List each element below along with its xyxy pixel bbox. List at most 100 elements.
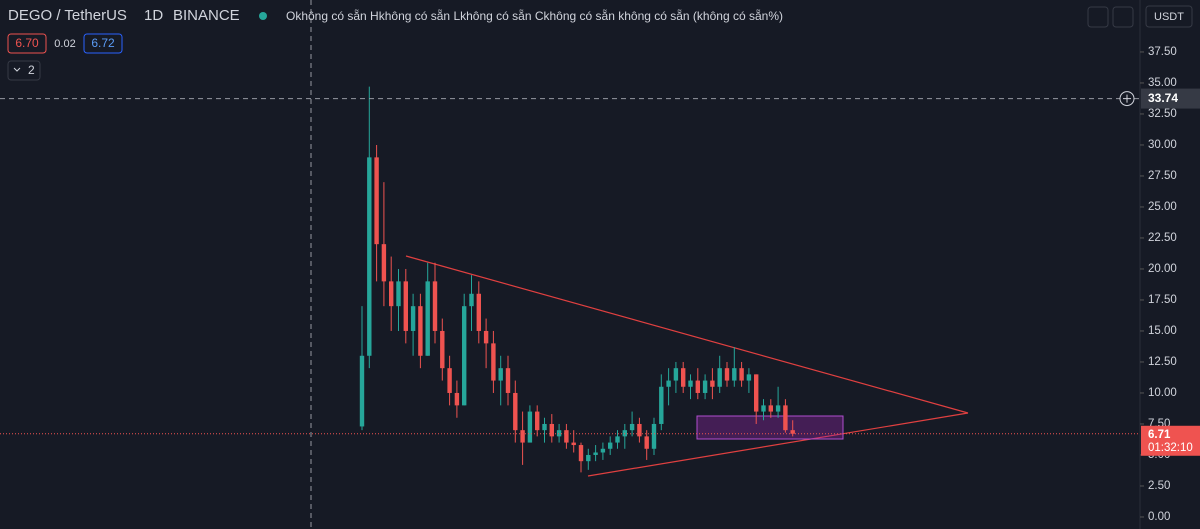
y-tick-label: 32.50	[1148, 108, 1177, 120]
buy-price: 6.72	[91, 36, 115, 50]
y-tick-label: 12.50	[1148, 356, 1177, 368]
candle-body	[615, 436, 620, 443]
candle-body	[732, 368, 737, 381]
candle-body	[454, 392, 460, 406]
y-tick-label: 10.00	[1148, 387, 1177, 399]
trend-line	[587, 412, 969, 477]
candle-body	[389, 281, 394, 307]
candle-body	[644, 436, 649, 449]
candle-body	[440, 330, 445, 369]
candle-body	[761, 405, 766, 412]
y-tick-label: 25.00	[1148, 201, 1177, 213]
candle-body	[469, 293, 474, 307]
candle-body	[418, 306, 423, 356]
candle-body	[739, 368, 744, 381]
candle-body	[600, 448, 606, 453]
candle-body	[593, 452, 598, 455]
zone-rect	[696, 415, 844, 440]
plus	[1123, 94, 1131, 103]
candle-body	[681, 368, 686, 387]
drawings	[359, 86, 969, 477]
candle-body	[608, 442, 613, 449]
candle-body	[710, 380, 715, 387]
indicator-toggle[interactable]	[7, 60, 41, 81]
indicator-count: 2	[28, 63, 35, 77]
trend-line	[405, 255, 969, 414]
candle-body	[673, 368, 679, 381]
crosshair-label-bg	[1141, 88, 1200, 109]
candle-body	[586, 454, 591, 462]
candle-body	[535, 411, 540, 431]
candle-body	[790, 430, 795, 434]
y-tick-label: 15.00	[1148, 325, 1177, 337]
countdown: 01:32:10	[1148, 442, 1193, 454]
candle-body	[359, 355, 365, 427]
y-tick-label: 20.00	[1148, 263, 1177, 275]
sell-price: 6.70	[15, 36, 39, 50]
crosshair-label: 33.74	[1148, 91, 1178, 105]
candle-body	[702, 380, 708, 393]
candle-body	[374, 157, 379, 245]
sell-box[interactable]	[7, 33, 47, 54]
candle-body	[476, 293, 481, 331]
candle-body	[367, 157, 372, 356]
candle-body	[549, 423, 554, 437]
y-tick-label: 2.50	[1148, 480, 1170, 492]
candle-body	[666, 380, 671, 387]
interval: 1D	[144, 7, 163, 24]
currency: USDT	[1154, 11, 1184, 23]
y-tick-label: 35.00	[1148, 77, 1177, 89]
chevron	[13, 67, 21, 72]
candle-body	[462, 306, 467, 406]
y-tick-label: 22.50	[1148, 232, 1177, 244]
candle-body	[432, 281, 438, 331]
candle-body	[556, 430, 562, 437]
exchange: BINANCE	[173, 7, 240, 24]
y-tick-label: 0.00	[1148, 511, 1170, 523]
btn-down[interactable]	[1087, 6, 1109, 28]
candle-body	[629, 423, 635, 431]
candle-body	[483, 330, 489, 344]
spread: 0.02	[54, 38, 75, 50]
candle-body	[396, 281, 401, 307]
candle-body	[381, 244, 387, 282]
buy-box[interactable]	[83, 33, 123, 54]
status-dot	[259, 12, 267, 20]
candle-body	[768, 405, 773, 412]
candle-body	[651, 423, 657, 449]
candle-body	[578, 445, 584, 462]
candle-body	[542, 423, 547, 431]
btn-fit[interactable]	[1112, 6, 1134, 28]
candle-body	[746, 374, 752, 381]
candle-body	[659, 386, 664, 424]
candle-body	[724, 368, 730, 381]
candle-body	[491, 343, 496, 381]
last-price: 6.71	[1148, 429, 1171, 441]
candle-body	[403, 281, 408, 331]
candle-body	[637, 423, 642, 437]
y-tick-label: 17.50	[1148, 294, 1177, 306]
y-tick-label: 37.50	[1148, 46, 1177, 58]
y-tick-label: 30.00	[1148, 139, 1177, 151]
candle-body	[695, 380, 700, 393]
y-tick-label: 27.50	[1148, 170, 1177, 182]
candle-body	[513, 392, 518, 431]
candle-body	[505, 368, 511, 393]
candle-body	[571, 442, 576, 446]
candle-body	[520, 430, 525, 443]
candle-body	[717, 368, 722, 387]
candle-body	[527, 411, 533, 443]
currency-box[interactable]	[1145, 5, 1193, 28]
last-price-bg	[1141, 425, 1200, 456]
symbol: DEGO / TetherUS	[8, 7, 127, 24]
candle-body	[783, 405, 788, 431]
candle-body	[688, 380, 693, 387]
candle-body	[498, 368, 503, 381]
candle-body	[775, 405, 781, 412]
ohlc-text: Okhông có sẵn Hkhông có sẵn Lkhông có sẵ…	[286, 8, 783, 23]
candle-body	[410, 306, 416, 331]
candle-body	[425, 281, 430, 356]
candle-body	[564, 430, 569, 443]
